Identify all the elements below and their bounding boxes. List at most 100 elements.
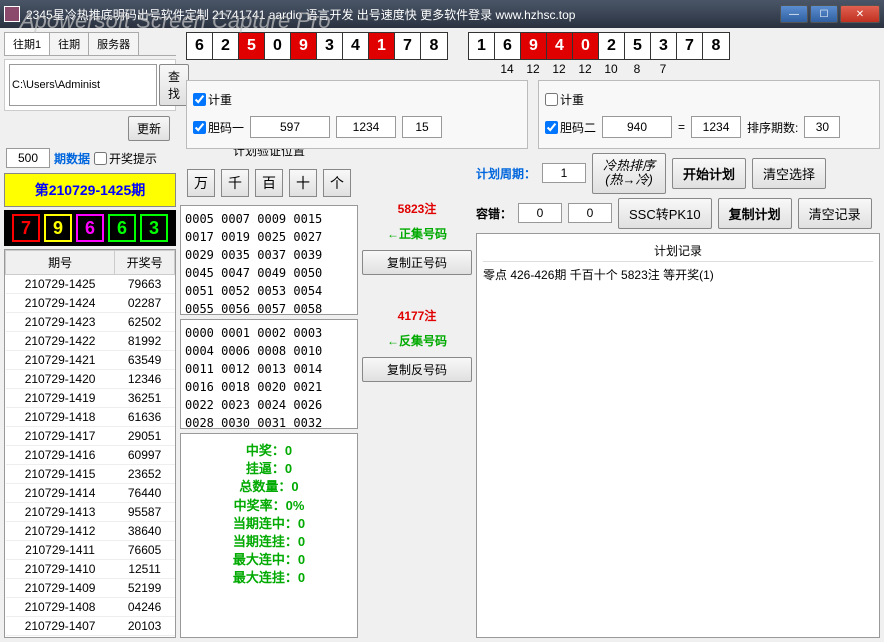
table-row[interactable]: 210729-142362502 — [6, 313, 175, 332]
count-input[interactable] — [6, 148, 50, 168]
history-table[interactable]: 期号开奖号210729-142579663210729-142402287210… — [4, 249, 176, 638]
table-row[interactable]: 210729-141660997 — [6, 446, 175, 465]
clear-log-button[interactable]: 清空记录 — [798, 198, 872, 229]
frequency-row: 141212121087 — [468, 62, 730, 76]
weight-checkbox-2[interactable]: 计重 — [545, 91, 584, 108]
table-row[interactable]: 210729-142012346 — [6, 370, 175, 389]
table-row[interactable]: 210729-141395587 — [6, 503, 175, 522]
ssc-pk10-button[interactable]: SSC转PK10 — [618, 198, 712, 229]
codes-positive[interactable]: 0005 0007 0009 0015 0017 0019 0025 0027 … — [180, 205, 358, 315]
num-cell: 1 — [369, 33, 395, 59]
tab-bar: 往期1 往期 服务器 — [4, 32, 176, 56]
maximize-button[interactable]: ☐ — [810, 5, 838, 23]
num-cell: 5 — [239, 33, 265, 59]
num-cell: 1 — [469, 33, 495, 59]
table-row[interactable]: 210729-141238640 — [6, 522, 175, 541]
path-input[interactable] — [9, 64, 157, 106]
weight-checkbox-1[interactable]: 计重 — [193, 91, 232, 108]
positive-label: ←正集号码 — [362, 225, 472, 242]
table-row[interactable]: 210729-140720103 — [6, 617, 175, 636]
copy-plan-button[interactable]: 复制计划 — [718, 198, 792, 229]
num-cell: 3 — [651, 33, 677, 59]
num-cell: 0 — [265, 33, 291, 59]
table-row[interactable]: 210729-140804246 — [6, 598, 175, 617]
dan1-v2[interactable] — [336, 116, 396, 138]
start-plan-button[interactable]: 开始计划 — [672, 158, 746, 189]
cycle-label: 计划周期： — [476, 165, 536, 182]
num-cell: 7 — [395, 33, 421, 59]
digit-box: 3 — [140, 214, 168, 242]
period-banner: 第210729-1425期 — [4, 173, 176, 207]
table-row[interactable]: 210729-142163549 — [6, 351, 175, 370]
cycle-input[interactable] — [542, 163, 586, 183]
table-row[interactable]: 210729-140952199 — [6, 579, 175, 598]
last-draw-digits: 79663 — [4, 210, 176, 246]
num-cell: 9 — [291, 33, 317, 59]
position-buttons: 万千百十个 — [180, 165, 358, 201]
tab-3[interactable]: 服务器 — [88, 32, 139, 55]
negative-count: 4177注 — [362, 307, 472, 324]
number-strip-1: 6250934178 — [186, 32, 448, 60]
period-data-label: 期数据 — [54, 150, 90, 167]
digit-box: 6 — [108, 214, 136, 242]
num-cell: 6 — [495, 33, 521, 59]
pos-button[interactable]: 十 — [289, 169, 317, 197]
hotcold-button[interactable]: 冷热排序 (热→冷) — [592, 153, 666, 194]
plan-log[interactable]: 计划记录 零点 426-426期 千百十个 5823注 等开奖(1) — [476, 233, 880, 638]
copy-positive-button[interactable]: 复制正号码 — [362, 250, 472, 275]
plan-log-title: 计划记录 — [483, 240, 873, 262]
num-cell: 2 — [213, 33, 239, 59]
window-title: 2345星冷热推底明码出号软件定制 21741741 aardio 语言开发 出… — [26, 6, 780, 23]
num-cell: 8 — [421, 33, 447, 59]
table-row[interactable]: 210729-141523652 — [6, 465, 175, 484]
tolerance-label: 容错： — [476, 205, 512, 222]
table-row[interactable]: 210729-141476440 — [6, 484, 175, 503]
pos-button[interactable]: 个 — [323, 169, 351, 197]
dan2-checkbox[interactable]: 胆码二 — [545, 119, 596, 136]
table-row[interactable]: 210729-142579663 — [6, 275, 175, 294]
copy-negative-button[interactable]: 复制反号码 — [362, 357, 472, 382]
table-row[interactable]: 210729-141729051 — [6, 427, 175, 446]
refresh-button[interactable]: 更新 — [128, 116, 170, 141]
dan2-input[interactable] — [602, 116, 672, 138]
table-row[interactable]: 210729-142402287 — [6, 294, 175, 313]
table-row[interactable]: 210729-142281992 — [6, 332, 175, 351]
minimize-button[interactable]: — — [780, 5, 808, 23]
table-row[interactable]: 210729-141861636 — [6, 408, 175, 427]
pos-button[interactable]: 百 — [255, 169, 283, 197]
dan1-v3[interactable] — [402, 116, 442, 138]
num-cell: 7 — [677, 33, 703, 59]
num-cell: 8 — [703, 33, 729, 59]
dan1-input[interactable] — [250, 116, 330, 138]
table-row[interactable]: 210729-140619711 — [6, 636, 175, 639]
titlebar: 2345星冷热推底明码出号软件定制 21741741 aardio 语言开发 出… — [0, 0, 884, 28]
tol1-input[interactable] — [518, 203, 562, 223]
app-icon — [4, 6, 20, 22]
close-button[interactable]: ✕ — [840, 5, 880, 23]
dan2-v2[interactable] — [691, 116, 741, 138]
table-row[interactable]: 210729-141936251 — [6, 389, 175, 408]
tab-2[interactable]: 往期 — [49, 32, 89, 55]
table-row[interactable]: 210729-141012511 — [6, 560, 175, 579]
num-cell: 6 — [187, 33, 213, 59]
number-strip-2: 1694025378 — [468, 32, 730, 60]
codes-negative[interactable]: 0000 0001 0002 0003 0004 0006 0008 0010 … — [180, 319, 358, 429]
table-row[interactable]: 210729-141176605 — [6, 541, 175, 560]
tab-1[interactable]: 往期1 — [4, 32, 50, 55]
negative-label: ←反集号码 — [362, 332, 472, 349]
digit-box: 9 — [44, 214, 72, 242]
dan1-checkbox[interactable]: 胆码一 — [193, 119, 244, 136]
dan2-v3[interactable] — [804, 116, 840, 138]
num-cell: 4 — [547, 33, 573, 59]
pos-button[interactable]: 千 — [221, 169, 249, 197]
num-cell: 5 — [625, 33, 651, 59]
tol2-input[interactable] — [568, 203, 612, 223]
num-cell: 2 — [599, 33, 625, 59]
plan-log-line: 零点 426-426期 千百十个 5823注 等开奖(1) — [483, 266, 873, 283]
clear-selection-button[interactable]: 清空选择 — [752, 158, 826, 189]
open-hint-checkbox[interactable]: 开奖提示 — [94, 150, 157, 167]
digit-box: 7 — [12, 214, 40, 242]
stats-box: 中奖：0挂逼：0总数量：0中奖率：0%当期连中：0当期连挂：0最大连中：0最大连… — [180, 433, 358, 638]
num-cell: 4 — [343, 33, 369, 59]
pos-button[interactable]: 万 — [187, 169, 215, 197]
